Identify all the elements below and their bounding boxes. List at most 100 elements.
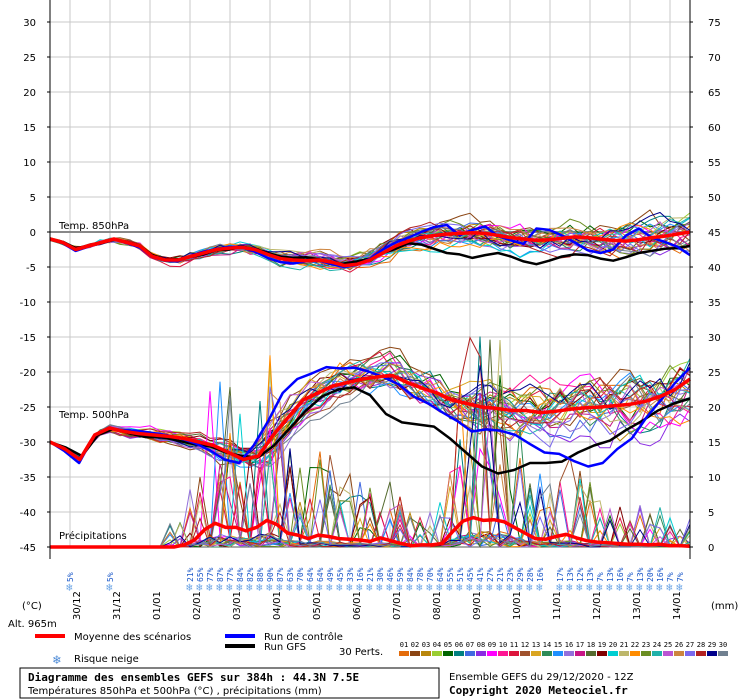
right-tick-label: 10 <box>708 473 721 484</box>
snow-risk-value: 55% <box>446 567 455 582</box>
snow-risk-value: 21% <box>366 567 375 582</box>
pert-number: 18 <box>587 641 595 649</box>
snow-risk-value: 49% <box>326 567 335 582</box>
snow-risk-value: 16% <box>656 567 665 582</box>
pert-number: 08 <box>477 641 485 649</box>
pert-number: 09 <box>488 641 496 649</box>
left-tick-label: -25 <box>20 403 36 414</box>
snow-risk-value: 84% <box>406 567 415 582</box>
snowflake-icon: ❄ <box>306 581 313 594</box>
axes: 302520151050-5-10-15-20-25-30-35-40-4575… <box>20 0 721 559</box>
left-tick-label: 25 <box>23 53 36 64</box>
snowflake-icon: ❄ <box>506 581 513 594</box>
snow-risk-value: 70% <box>296 567 305 582</box>
x-date-label: 11/01 <box>552 591 563 620</box>
legend-gfs-label: Run GFS <box>264 642 306 653</box>
pert-number: 12 <box>521 641 529 649</box>
pert-color-swatch <box>674 651 684 656</box>
pert-color-swatch <box>476 651 486 656</box>
right-tick-label: 20 <box>708 403 721 414</box>
pert-number: 17 <box>576 641 584 649</box>
temp-500-label: Temp. 500hPa <box>58 410 129 421</box>
snowflake-icon: ❄ <box>656 581 663 594</box>
pert-color-swatch <box>575 651 585 656</box>
snow-risk-value: 87% <box>276 567 285 582</box>
x-date-label: 07/01 <box>392 591 403 620</box>
snow-risk-value: 65% <box>196 567 205 582</box>
snowflake-icon: ❄ <box>296 581 303 594</box>
pert-number: 11 <box>510 641 518 649</box>
right-tick-label: 75 <box>708 18 721 29</box>
snowflake-icon: ❄ <box>536 581 543 594</box>
snowflake-icon: ❄ <box>256 581 263 594</box>
pert-number: 25 <box>664 641 672 649</box>
t500-gfs-line <box>49 386 691 475</box>
pert-number: 28 <box>697 641 705 649</box>
pert-color-swatch <box>641 651 651 656</box>
right-tick-label: 70 <box>708 53 721 64</box>
x-date-label: 02/01 <box>192 591 203 620</box>
snowflake-icon: ❄ <box>556 581 563 594</box>
perturbation-legend: 01 02 03 04 05 06 07 08 09 10 11 12 13 14 15 16 17 18 19 20… <box>399 641 728 656</box>
snow-risk-value: 23% <box>506 567 515 582</box>
left-tick-label: -45 <box>20 543 36 554</box>
snowflake-icon: ❄ <box>216 581 223 594</box>
x-date-label: 13/01 <box>632 591 643 620</box>
snowflake-icon: ❄ <box>426 581 433 594</box>
snow-risk-value: 45% <box>466 567 475 582</box>
snowflake-icon: ❄ <box>436 581 443 594</box>
snowflake-icon: ❄ <box>576 581 583 594</box>
pert-color-swatch <box>586 651 596 656</box>
left-tick-label: -15 <box>20 333 36 344</box>
grid <box>50 0 690 548</box>
pert-number: 29 <box>708 641 716 649</box>
snow-risk-value: 78% <box>416 567 425 582</box>
pert-color-swatch <box>608 651 618 656</box>
snow-risk-value: 29% <box>516 567 525 582</box>
legend-control-label: Run de contrôle <box>264 631 343 643</box>
snowflake-icon: ❄ <box>626 581 633 594</box>
legend-mean-label: Moyenne des scénarios <box>74 631 191 643</box>
legend-snow-label: Risque neige <box>74 654 139 665</box>
snowflake-icon: ❄ <box>196 581 203 594</box>
pert-color-swatch <box>696 651 706 656</box>
pert-number: 14 <box>543 641 551 649</box>
title-box <box>19 667 440 699</box>
pert-color-swatch <box>487 651 497 656</box>
snowflake-icon: ❄ <box>446 581 453 594</box>
pert-number: 04 <box>433 641 441 649</box>
snowflake-icon: ❄ <box>586 581 593 594</box>
pert-color-swatch <box>520 651 530 656</box>
snow-risk-value: 20% <box>646 567 655 582</box>
pert-number: 03 <box>422 641 430 649</box>
pert-number: 22 <box>631 641 639 649</box>
snow-risk-value: 63% <box>286 567 295 582</box>
snowflake-icon: ❄ <box>476 581 483 594</box>
left-tick-label: -30 <box>20 438 36 449</box>
left-tick-label: -10 <box>20 298 36 309</box>
x-date-label: 30/12 <box>72 591 83 620</box>
pert-number: 07 <box>466 641 474 649</box>
pert-color-swatch <box>685 651 695 656</box>
pert-11-t500-line <box>49 351 691 467</box>
pert-number: 24 <box>653 641 661 649</box>
pert-color-swatch <box>542 651 552 656</box>
snowflake-icon: ❄ <box>666 581 673 594</box>
snow-risk-value: 28% <box>526 567 535 582</box>
snow-risk-value: 5% <box>106 572 115 582</box>
right-tick-label: 50 <box>708 193 721 204</box>
snow-risk-value: 41% <box>476 567 485 582</box>
snowflake-icon: ❄ <box>406 581 413 594</box>
pert-color-swatch <box>553 651 563 656</box>
snow-risk-value: 70% <box>426 567 435 582</box>
pert-color-swatch <box>454 651 464 656</box>
snowflake-icon: ❄ <box>676 581 683 594</box>
right-tick-label: 45 <box>708 228 721 239</box>
left-tick-label: 0 <box>30 228 36 239</box>
snow-risk-value: 46% <box>386 567 395 582</box>
snow-risk-row: ❄5%❄5%❄21%❄65%❄77%❄87%❄77%❄84%❄82%❄88%❄9… <box>66 567 685 594</box>
pert-number: 13 <box>532 641 540 649</box>
pert-09-t500-line <box>49 361 691 460</box>
snowflake-icon: ❄ <box>456 581 463 594</box>
snowflake-icon: ❄ <box>486 581 493 594</box>
